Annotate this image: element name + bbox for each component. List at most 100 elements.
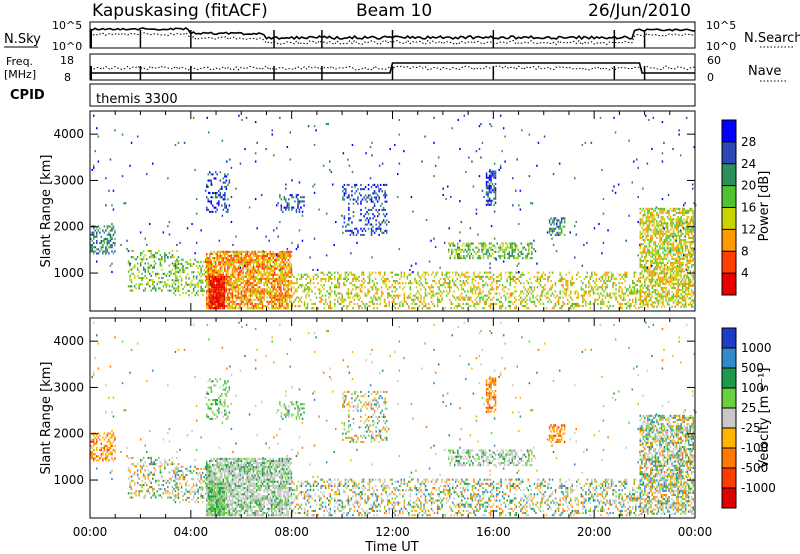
power-cell <box>485 185 488 188</box>
power-cell <box>582 288 584 291</box>
power-cell <box>483 300 486 303</box>
power-cell <box>653 268 655 271</box>
power-cell <box>206 196 208 199</box>
power-cell <box>408 273 410 276</box>
power-cell <box>348 213 350 216</box>
power-cell <box>352 215 355 218</box>
power-cell <box>96 239 98 242</box>
power-cell <box>483 294 486 297</box>
power-cell <box>155 287 157 290</box>
power-cell <box>607 277 610 280</box>
power-cell <box>168 270 171 273</box>
power-cell <box>297 305 300 308</box>
power-cell <box>621 302 623 305</box>
power-cell <box>493 257 495 260</box>
power-cell <box>317 307 319 310</box>
power-cell <box>511 277 513 280</box>
power-cell <box>252 250 255 253</box>
power-cell <box>686 266 688 269</box>
power-cell <box>501 284 504 287</box>
power-cell <box>317 288 319 291</box>
power-cell <box>497 250 500 253</box>
power-cell <box>684 222 687 225</box>
power-cell <box>281 300 284 303</box>
power-cell <box>663 232 666 235</box>
power-cell <box>225 175 228 178</box>
power-cell <box>570 282 572 285</box>
power-cell <box>585 300 587 303</box>
power-cell <box>103 231 106 234</box>
power-cell <box>189 262 192 265</box>
power-cell <box>675 278 678 281</box>
power-cell <box>294 288 297 291</box>
power-cell <box>526 257 529 260</box>
power-cell <box>248 261 250 264</box>
power-cell <box>280 277 282 280</box>
power-cell <box>482 296 484 299</box>
power-cell <box>136 274 139 277</box>
power-cell <box>300 284 303 287</box>
power-cell <box>211 294 213 297</box>
power-cell <box>659 207 661 210</box>
power-cell <box>639 273 641 276</box>
power-cell <box>675 207 678 210</box>
power-cell <box>654 253 657 256</box>
power-cell <box>271 292 273 295</box>
power-cell <box>237 255 240 258</box>
power-cell <box>394 273 396 276</box>
power-cell <box>174 275 177 278</box>
power-cell <box>231 284 234 287</box>
power-cell <box>606 271 608 274</box>
power-cell <box>370 231 373 234</box>
power-cell <box>675 301 678 304</box>
power-cell <box>360 213 362 216</box>
power-cell <box>237 271 240 274</box>
power-cell <box>680 261 682 264</box>
power-cell <box>601 286 604 289</box>
power-cell <box>239 302 241 305</box>
power-cell <box>689 247 691 250</box>
power-cell <box>675 251 678 254</box>
power-cell <box>236 286 238 289</box>
power-cell <box>233 250 235 253</box>
power-cell <box>207 300 209 303</box>
power-cell <box>521 273 524 276</box>
power-cell <box>662 211 664 214</box>
power-cell <box>240 282 243 285</box>
power-cell <box>472 242 474 245</box>
power-cell <box>217 284 220 287</box>
power-cell <box>210 298 212 301</box>
power-cell <box>129 268 131 271</box>
power-cell <box>258 294 261 297</box>
power-cell <box>191 292 193 295</box>
power-cell <box>686 211 688 214</box>
power-cell <box>233 282 235 285</box>
power-cell <box>387 294 389 297</box>
power-cell <box>456 307 458 310</box>
power-cell <box>269 269 271 272</box>
power-cell <box>219 192 222 195</box>
power-cell <box>415 302 418 305</box>
power-cell <box>361 229 364 232</box>
power-cell <box>541 292 543 295</box>
power-cell <box>531 246 533 249</box>
power-cell <box>323 302 325 305</box>
power-cell <box>659 234 661 237</box>
power-cell <box>114 242 116 245</box>
power-cell <box>680 270 682 273</box>
power-cell <box>678 222 681 225</box>
power-cell <box>214 288 216 291</box>
power-cell <box>216 271 218 274</box>
power-cell <box>370 233 373 236</box>
power-cell <box>478 255 480 258</box>
power-cell <box>355 288 357 291</box>
power-cell <box>651 261 654 264</box>
power-cell <box>277 307 279 310</box>
power-cell <box>254 267 256 270</box>
power-cell <box>493 244 495 247</box>
power-cell <box>217 282 220 285</box>
power-cell <box>214 275 216 278</box>
power-cell <box>329 292 331 295</box>
power-cell <box>283 277 285 280</box>
power-cell <box>210 181 212 184</box>
